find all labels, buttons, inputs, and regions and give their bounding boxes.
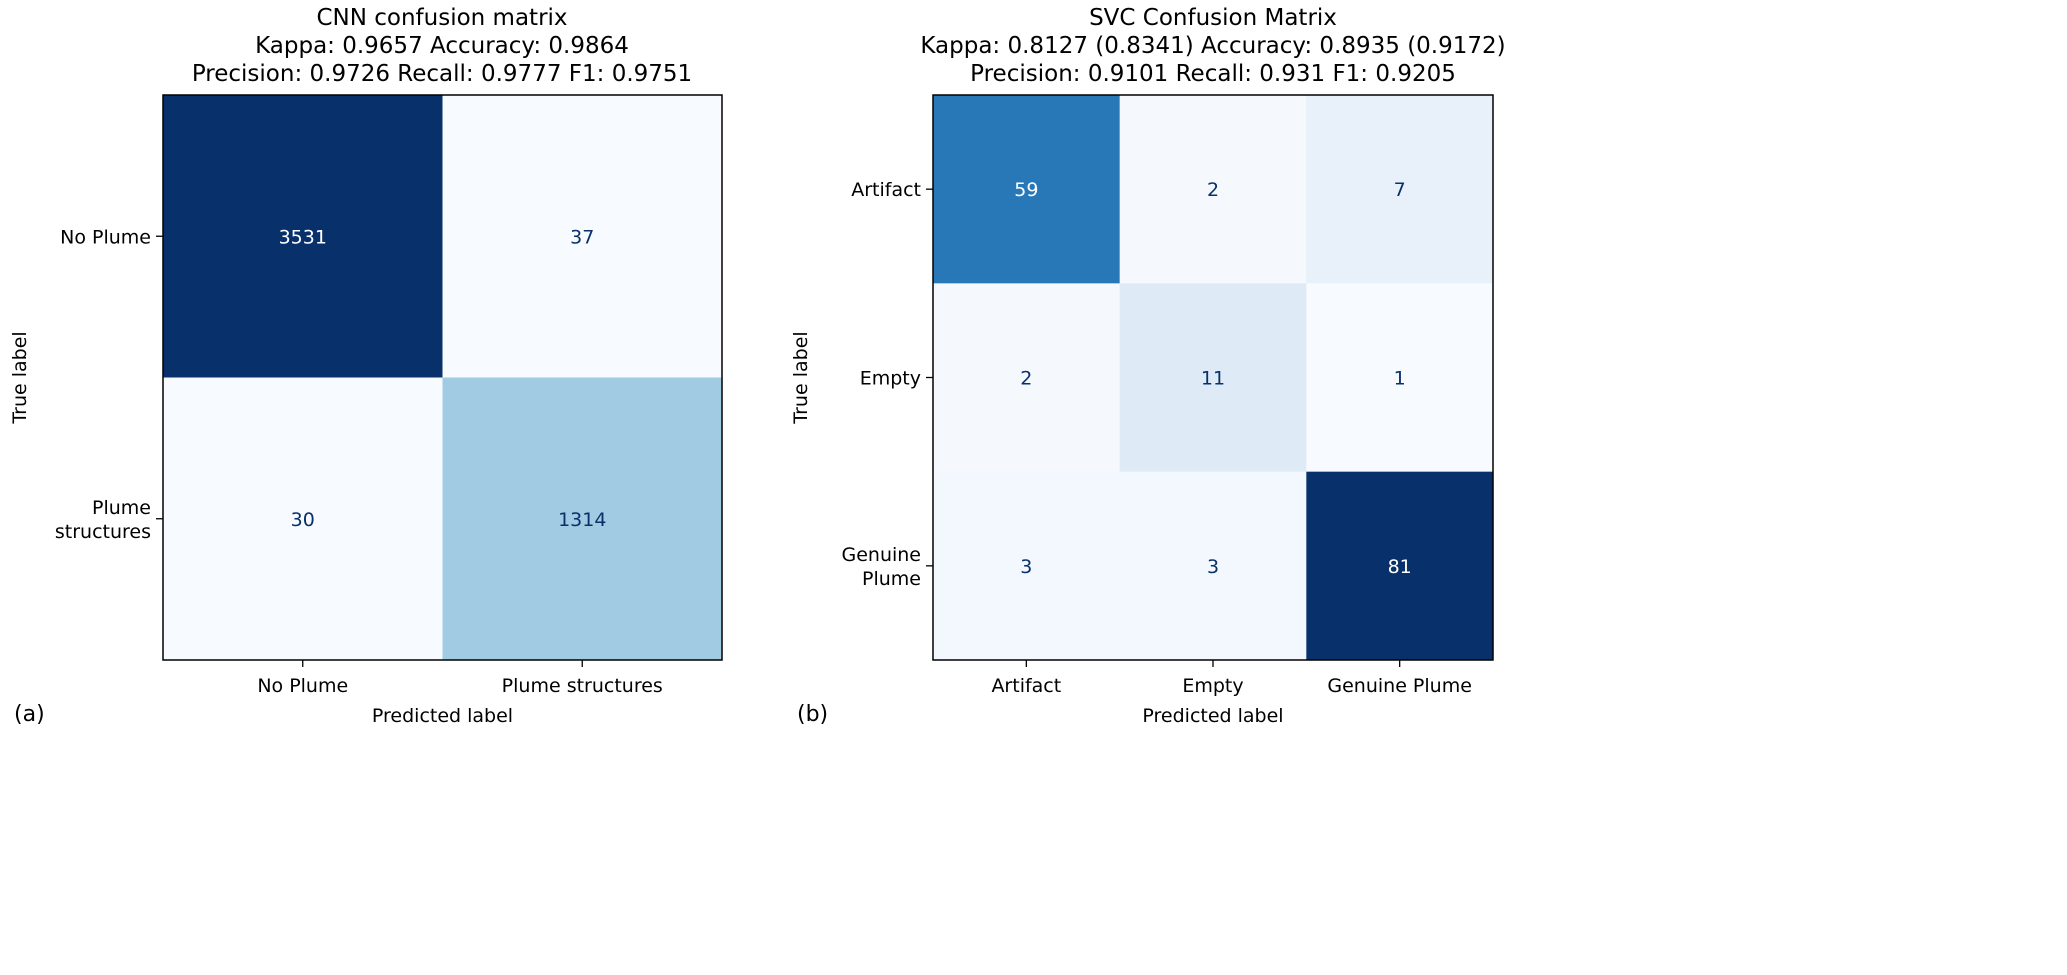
cell-value-label: 59 xyxy=(1014,179,1038,201)
chart-metrics-line: Precision: 0.9101 Recall: 0.931 F1: 0.92… xyxy=(970,61,1456,87)
y-tick-label: No Plume xyxy=(60,226,151,248)
heatmap-cell xyxy=(933,95,1121,284)
chart-title: CNN confusion matrix xyxy=(316,5,567,31)
heatmap-cell xyxy=(1306,471,1494,661)
cell-value-label: 11 xyxy=(1201,368,1225,390)
cell-value-label: 3531 xyxy=(279,226,327,248)
x-axis-label: Predicted label xyxy=(1142,705,1283,727)
x-tick-label: Artifact xyxy=(991,675,1061,697)
x-tick-label: Plume structures xyxy=(502,675,663,697)
chart-title: SVC Confusion Matrix xyxy=(1089,5,1337,31)
cell-value-label: 1314 xyxy=(558,509,606,531)
cell-value-label: 81 xyxy=(1388,556,1412,578)
axes-frame xyxy=(162,94,723,661)
y-axis-label: True label xyxy=(790,331,812,424)
heatmap-cell xyxy=(1119,95,1307,284)
panel-label: (b) xyxy=(797,702,828,727)
cell-value-label: 30 xyxy=(291,509,315,531)
x-tick-label: No Plume xyxy=(257,675,348,697)
heatmap-cell xyxy=(163,377,443,661)
heatmap-cell xyxy=(1119,471,1307,661)
heatmap-cell xyxy=(442,377,723,661)
y-tick-label: Plume xyxy=(92,497,151,519)
chart-metrics-line: Kappa: 0.9657 Accuracy: 0.9864 xyxy=(255,33,629,59)
cell-value-label: 3 xyxy=(1020,556,1032,578)
heatmap-cell xyxy=(1119,283,1307,473)
cell-value-label: 2 xyxy=(1020,368,1032,390)
y-axis-label: True label xyxy=(9,331,31,424)
cell-value-label: 3 xyxy=(1207,556,1219,578)
x-tick-label: Genuine Plume xyxy=(1327,675,1472,697)
chart-metrics-line: Precision: 0.9726 Recall: 0.9777 F1: 0.9… xyxy=(192,61,692,87)
y-tick-label: Genuine xyxy=(841,544,921,566)
heatmap-cell xyxy=(1306,95,1494,284)
heatmap-cell xyxy=(1306,283,1494,473)
y-tick-label: Artifact xyxy=(851,179,921,201)
heatmap-cell xyxy=(933,283,1121,473)
cell-value-label: 37 xyxy=(570,226,594,248)
x-axis-label: Predicted label xyxy=(372,705,513,727)
panel-label: (a) xyxy=(14,702,45,727)
heatmap-cell xyxy=(442,95,723,378)
cell-value-label: 2 xyxy=(1207,179,1219,201)
y-tick-label: structures xyxy=(55,521,151,543)
x-tick-label: Empty xyxy=(1182,675,1243,697)
cell-value-label: 7 xyxy=(1394,179,1406,201)
cell-value-label: 1 xyxy=(1394,368,1406,390)
heatmap-cell xyxy=(163,95,443,378)
chart-metrics-line: Kappa: 0.8127 (0.8341) Accuracy: 0.8935 … xyxy=(920,33,1505,59)
y-tick-label: Plume xyxy=(862,568,921,590)
heatmap-cell xyxy=(933,471,1121,661)
y-tick-label: Empty xyxy=(860,368,921,390)
